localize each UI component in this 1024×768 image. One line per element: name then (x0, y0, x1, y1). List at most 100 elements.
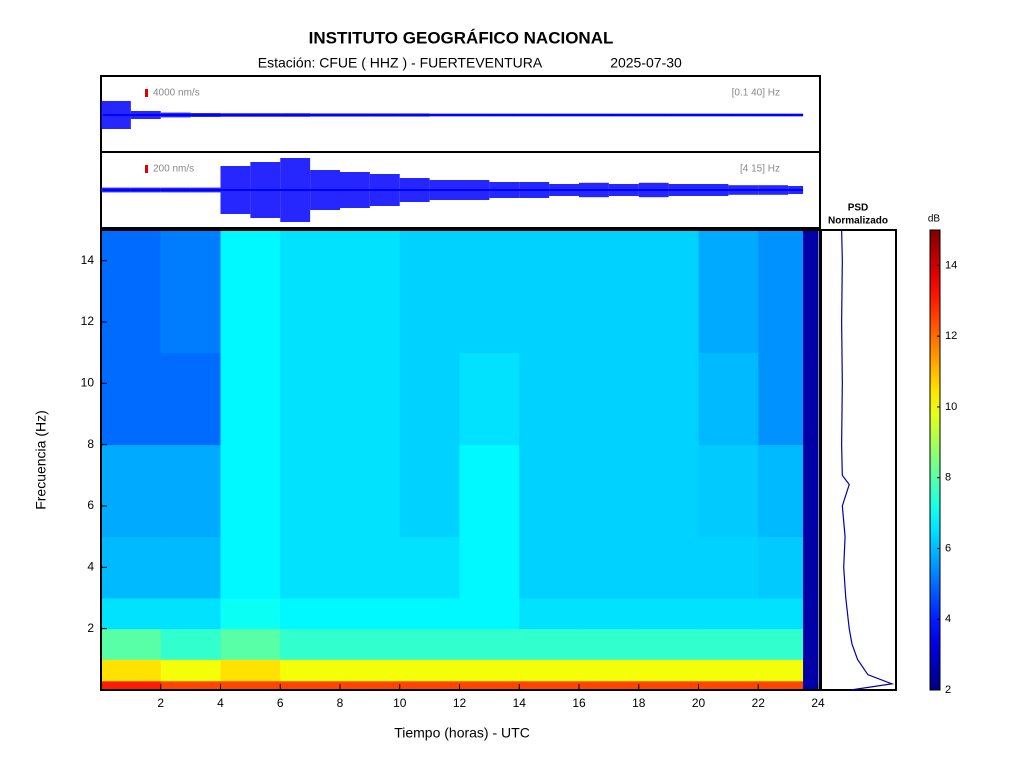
heatmap-cell (758, 680, 804, 691)
trace-envelope (399, 178, 430, 202)
trace-envelope (459, 180, 490, 200)
heatmap-cell (459, 680, 520, 691)
heatmap-cell (399, 628, 460, 660)
trace-envelope (429, 113, 460, 117)
x-axis-label: Tiempo (horas) - UTC (394, 725, 530, 741)
heatmap-cell (220, 598, 281, 630)
heatmap-cell (803, 444, 819, 538)
heatmap-cell (519, 628, 580, 660)
heatmap-cell (519, 352, 580, 446)
psd-title: Normalizado (828, 216, 888, 227)
y-tick-label: 8 (87, 437, 94, 451)
heatmap-cell (519, 230, 580, 354)
trace-envelope (728, 113, 759, 117)
heatmap-cell (340, 628, 401, 660)
x-tick-label: 4 (217, 696, 224, 710)
trace-envelope (638, 113, 669, 117)
heatmap-cell (579, 230, 640, 354)
heatmap-cell (638, 598, 699, 630)
trace-envelope (758, 113, 789, 117)
heatmap-cell (638, 230, 699, 354)
heatmap-cell (280, 659, 341, 682)
heatmap-cell (160, 230, 221, 354)
heatmap-cell (101, 444, 162, 538)
x-tick-label: 24 (811, 696, 825, 710)
heatmap-cell (220, 536, 281, 599)
heatmap-cell (399, 230, 460, 354)
heatmap-cell (459, 352, 520, 446)
x-tick-label: 12 (453, 696, 467, 710)
colorbar-tick-label: 2 (945, 684, 951, 696)
x-tick-label: 10 (393, 696, 407, 710)
trace-envelope (160, 187, 191, 193)
date: 2025-07-30 (610, 55, 682, 71)
trace-envelope (668, 113, 699, 117)
heatmap-cell (698, 628, 759, 660)
heatmap-cell (101, 628, 162, 660)
heatmap-cell (459, 230, 520, 354)
colorbar-tick-label: 8 (945, 472, 951, 484)
psd-line (841, 229, 895, 691)
heatmap-cell (638, 536, 699, 599)
heatmap-cell (160, 628, 221, 660)
y-tick-label: 4 (87, 560, 94, 574)
scale-label: 200 nm/s (153, 164, 194, 175)
colorbar-tick-label: 6 (945, 542, 951, 554)
heatmap-cell (340, 659, 401, 682)
x-tick-label: 16 (572, 696, 586, 710)
trace-envelope (160, 112, 191, 118)
heatmap-cell (638, 680, 699, 691)
trace-envelope (101, 187, 131, 193)
x-tick-label: 20 (692, 696, 706, 710)
trace-envelope (399, 113, 430, 117)
heatmap-cell (803, 680, 819, 691)
heatmap-cell (758, 628, 804, 660)
trace-envelope (101, 101, 131, 129)
heatmap-cell (698, 536, 759, 599)
heatmap-cell (280, 598, 341, 630)
y-tick-label: 10 (81, 376, 95, 390)
trace-envelope (668, 184, 699, 196)
heatmap-cell (459, 628, 520, 660)
heatmap-cell (803, 352, 819, 446)
heatmap-cell (803, 536, 819, 599)
heatmap-cell (758, 536, 804, 599)
trace-envelope (340, 113, 370, 117)
heatmap-cell (160, 598, 221, 630)
heatmap-cell (160, 444, 221, 538)
x-tick-label: 2 (157, 696, 164, 710)
trace-envelope (250, 162, 281, 218)
trace-envelope (638, 182, 669, 198)
trace-envelope (220, 166, 251, 214)
heatmap-cell (101, 659, 162, 682)
heatmap-cell (160, 536, 221, 599)
heatmap-cell (758, 598, 804, 630)
heatmap-cell (758, 659, 804, 682)
heatmap-cell (519, 598, 580, 630)
psd-title: PSD (848, 203, 869, 214)
heatmap-cell (220, 230, 281, 354)
trace-envelope (549, 184, 579, 196)
heatmap-cell (340, 598, 401, 630)
heatmap-cell (803, 598, 819, 630)
heatmap-cell (638, 628, 699, 660)
trace-envelope (280, 113, 311, 117)
trace-envelope (489, 113, 520, 117)
heatmap-cell (399, 536, 460, 599)
trace-envelope (489, 182, 520, 198)
heatmap-cell (280, 230, 341, 354)
heatmap-cell (220, 444, 281, 538)
trace-envelope (429, 180, 460, 200)
heatmap-cell (220, 680, 281, 691)
subtitle: Estación: CFUE ( HHZ ) - FUERTEVENTURA (258, 55, 543, 71)
band-label: [0.1 40] Hz (732, 88, 780, 99)
heatmap-cell (579, 680, 640, 691)
scale-label: 4000 nm/s (153, 88, 200, 99)
y-axis-label: Frecuencia (Hz) (33, 410, 49, 510)
trace-envelope (788, 113, 804, 117)
band-label: [4 15] Hz (740, 164, 780, 175)
heatmap-cell (101, 230, 162, 354)
trace-envelope (190, 113, 221, 117)
y-tick-label: 14 (81, 253, 95, 267)
